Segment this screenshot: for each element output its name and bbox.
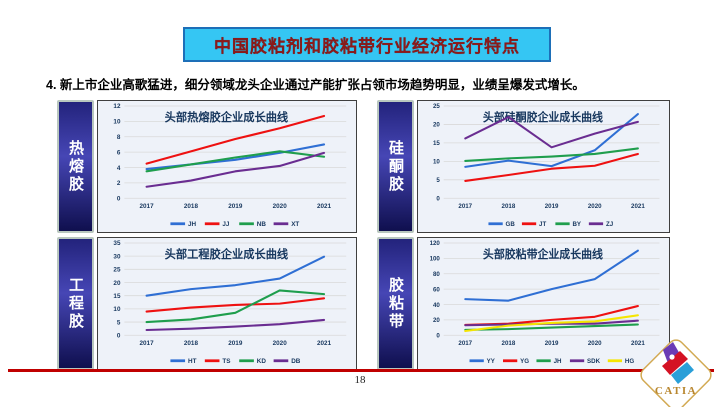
svg-text:2021: 2021 bbox=[317, 203, 332, 210]
svg-text:20: 20 bbox=[433, 317, 440, 324]
svg-text:NB: NB bbox=[257, 221, 267, 228]
svg-text:5: 5 bbox=[436, 177, 440, 184]
svg-text:15: 15 bbox=[113, 293, 120, 300]
svg-text:8: 8 bbox=[117, 134, 121, 141]
svg-text:JJ: JJ bbox=[222, 221, 229, 228]
svg-text:2020: 2020 bbox=[273, 203, 288, 210]
slide-subtitle: 4. 新上市企业高歌猛进，细分领域龙头企业通过产能扩张占领市场趋势明显，业绩呈爆… bbox=[46, 78, 585, 92]
svg-text:20: 20 bbox=[113, 280, 120, 287]
svg-text:2019: 2019 bbox=[228, 340, 243, 347]
svg-text:JT: JT bbox=[539, 221, 546, 228]
svg-text:2021: 2021 bbox=[317, 340, 332, 347]
svg-text:SDK: SDK bbox=[587, 358, 600, 365]
svg-text:头部胶粘带企业成长曲线: 头部胶粘带企业成长曲线 bbox=[483, 247, 603, 261]
svg-text:35: 35 bbox=[113, 240, 120, 247]
svg-text:JH: JH bbox=[554, 358, 562, 365]
svg-text:2017: 2017 bbox=[458, 203, 472, 210]
svg-text:XT: XT bbox=[291, 221, 299, 228]
svg-text:25: 25 bbox=[113, 267, 120, 274]
svg-text:YY: YY bbox=[487, 358, 496, 365]
svg-text:80: 80 bbox=[433, 271, 440, 278]
svg-text:2018: 2018 bbox=[502, 340, 516, 347]
svg-text:10: 10 bbox=[113, 306, 120, 313]
svg-text:DB: DB bbox=[291, 358, 301, 365]
svg-text:BY: BY bbox=[572, 221, 581, 228]
side-label-tape: 胶粘带 bbox=[377, 237, 414, 370]
svg-text:40: 40 bbox=[433, 302, 440, 309]
svg-text:0: 0 bbox=[436, 195, 440, 202]
chart-card-tape: 0 20 40 60 80 100 120 2017 2018 2019 2020 2021 头部胶粘带… bbox=[417, 237, 670, 370]
svg-text:TS: TS bbox=[222, 358, 231, 365]
side-label-hotmelt: 热熔胶 bbox=[57, 100, 94, 233]
svg-text:2021: 2021 bbox=[631, 340, 645, 347]
svg-text:2018: 2018 bbox=[502, 203, 516, 210]
catia-logo: CATIA bbox=[640, 339, 712, 407]
chart-card-silicone: 0 5 10 15 20 25 2017 2018 2019 2020 2021 头部硅酮胶企业成长曲… bbox=[417, 100, 670, 233]
svg-text:2019: 2019 bbox=[228, 203, 243, 210]
red-divider-line bbox=[8, 369, 714, 372]
svg-text:2020: 2020 bbox=[273, 340, 288, 347]
svg-text:2019: 2019 bbox=[545, 340, 559, 347]
svg-text:2: 2 bbox=[117, 180, 121, 187]
side-label-silicone: 硅酮胶 bbox=[377, 100, 414, 233]
line-chart-engineering: 0 5 10 15 20 25 30 35 2017 2018 2019 2020 2021 头部工程胶企… bbox=[113, 240, 347, 365]
svg-text:10: 10 bbox=[433, 159, 440, 166]
svg-text:60: 60 bbox=[433, 286, 440, 293]
svg-text:2020: 2020 bbox=[588, 203, 602, 210]
svg-text:2018: 2018 bbox=[184, 340, 199, 347]
slide-title-bar: 中国胶粘剂和胶粘带行业经济运行特点 bbox=[183, 27, 551, 62]
svg-text:2017: 2017 bbox=[458, 340, 472, 347]
svg-text:YG: YG bbox=[520, 358, 529, 365]
svg-text:ZJ: ZJ bbox=[606, 221, 614, 228]
svg-text:头部工程胶企业成长曲线: 头部工程胶企业成长曲线 bbox=[165, 247, 289, 261]
svg-text:25: 25 bbox=[433, 103, 440, 110]
svg-text:0: 0 bbox=[436, 332, 440, 339]
svg-text:12: 12 bbox=[113, 103, 120, 110]
svg-text:2020: 2020 bbox=[588, 340, 602, 347]
svg-text:0: 0 bbox=[117, 333, 121, 340]
chart-panel-silicone: 硅酮胶 0 5 10 15 20 25 2017 2018 2019 2020 2021 头部硅酮胶企… bbox=[377, 100, 670, 233]
svg-text:KD: KD bbox=[257, 358, 267, 365]
svg-text:HT: HT bbox=[188, 358, 197, 365]
chart-panel-engineering: 工程胶 0 5 10 15 20 25 30 35 2017 2018 2019 2020 2021 头部… bbox=[57, 237, 357, 370]
svg-text:2017: 2017 bbox=[140, 203, 155, 210]
svg-text:20: 20 bbox=[433, 122, 440, 129]
chart-panel-hotmelt: 热熔胶 0 2 4 6 8 10 12 2017 2018 2019 2020 2021 头部热熔胶企业… bbox=[57, 100, 357, 233]
svg-text:2017: 2017 bbox=[140, 340, 155, 347]
svg-text:2019: 2019 bbox=[545, 203, 559, 210]
svg-text:2021: 2021 bbox=[631, 203, 645, 210]
svg-text:0: 0 bbox=[117, 196, 121, 203]
svg-text:4: 4 bbox=[117, 165, 121, 172]
svg-text:头部热熔胶企业成长曲线: 头部热熔胶企业成长曲线 bbox=[165, 110, 289, 124]
svg-text:5: 5 bbox=[117, 319, 121, 326]
page-number: 18 bbox=[354, 374, 366, 386]
chart-card-engineering: 0 5 10 15 20 25 30 35 2017 2018 2019 2020 2021 头部工程胶企… bbox=[97, 237, 357, 370]
slide-title: 中国胶粘剂和胶粘带行业经济运行特点 bbox=[214, 37, 520, 56]
line-chart-hotmelt: 0 2 4 6 8 10 12 2017 2018 2019 2020 2021 头部热熔胶企业成长曲线… bbox=[113, 103, 347, 228]
svg-text:GB: GB bbox=[506, 221, 516, 228]
side-label-engineering: 工程胶 bbox=[57, 237, 94, 370]
logo-emblem bbox=[662, 342, 694, 384]
svg-text:6: 6 bbox=[117, 149, 121, 156]
chart-card-hotmelt: 0 2 4 6 8 10 12 2017 2018 2019 2020 2021 头部热熔胶企业成长曲线… bbox=[97, 100, 357, 233]
svg-text:JH: JH bbox=[188, 221, 196, 228]
svg-text:2018: 2018 bbox=[184, 203, 199, 210]
chart-panel-tape: 胶粘带 0 20 40 60 80 100 120 2017 2018 2019 2020 2021 头… bbox=[377, 237, 670, 370]
svg-text:10: 10 bbox=[113, 119, 120, 126]
svg-text:15: 15 bbox=[433, 140, 440, 147]
svg-text:HG: HG bbox=[625, 358, 634, 365]
svg-text:30: 30 bbox=[113, 253, 120, 260]
svg-text:120: 120 bbox=[430, 240, 441, 247]
svg-text:100: 100 bbox=[430, 256, 441, 263]
line-chart-tape: 0 20 40 60 80 100 120 2017 2018 2019 2020 2021 头部胶粘带… bbox=[430, 240, 660, 365]
logo-text: CATIA bbox=[655, 385, 697, 397]
